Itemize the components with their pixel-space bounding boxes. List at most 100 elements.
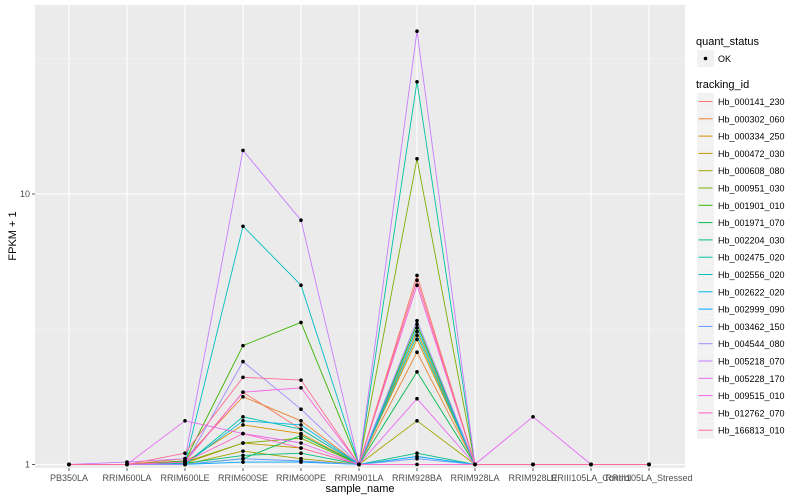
- data-point-Hb_004544_080-4: [299, 407, 303, 412]
- data-point-Hb_002475_020-6: [415, 79, 419, 84]
- x-tick-label-9: RRIII105LA_Control: [551, 473, 632, 483]
- data-point-Hb_166813_010-4: [299, 378, 303, 382]
- data-point-Hb_012762_070-6: [415, 462, 419, 467]
- legend-label-Hb_002999_090: Hb_002999_090: [718, 305, 785, 315]
- data-point-Hb_002999_090-3: [241, 460, 245, 464]
- data-point-Hb_005218_070-3: [241, 148, 245, 153]
- data-point-Hb_009515_010-4: [299, 386, 303, 390]
- data-point-Hb_166813_010-8: [531, 462, 535, 467]
- data-point-Hb_005228_170-6: [415, 396, 419, 401]
- data-point-Hb_000951_030-4: [299, 436, 303, 441]
- x-tick-label-7: RRIM928LA: [450, 473, 499, 483]
- data-point-Hb_003462_150-3: [241, 456, 245, 461]
- data-point-Hb_003462_150-4: [299, 459, 303, 463]
- legend-label-Hb_000472_030: Hb_000472_030: [718, 149, 785, 159]
- data-point-Hb_002556_020-4: [299, 283, 303, 288]
- data-point-Hb_012762_070-3: [241, 431, 245, 436]
- data-point-Hb_002204_030-3: [241, 453, 245, 458]
- data-point-Hb_002622_020-6: [415, 326, 419, 330]
- data-point-Hb_005228_170-8: [531, 415, 535, 419]
- legend-point-ok: [703, 56, 708, 61]
- x-tick-label-2: RRIM600LE: [160, 473, 209, 483]
- x-axis-ticks: PB350LA RRIM600LA RRIM600LE RRIM600SE RRIM60…: [50, 468, 693, 483]
- data-point-Hb_004544_080-6: [415, 318, 419, 323]
- legend-label-Hb_003462_150: Hb_003462_150: [718, 322, 785, 332]
- data-point-Hb_003462_150-6: [415, 456, 419, 461]
- legend-label-Hb_005218_070: Hb_005218_070: [718, 357, 785, 367]
- legend-label-Hb_012762_070: Hb_012762_070: [718, 408, 785, 418]
- x-tick-label-4: RRIM600PE: [276, 473, 326, 483]
- data-point-Hb_166813_010-1: [125, 462, 129, 467]
- data-point-Hb_002556_020-6: [415, 333, 419, 338]
- data-point-Hb_000334_250-3: [241, 423, 245, 427]
- data-point-Hb_001971_070-6: [415, 370, 419, 374]
- data-point-Hb_002204_030-4: [299, 451, 303, 456]
- x-tick-label-1: RRIM600LA: [102, 473, 151, 483]
- x-tick-label-5: RRIM901LA: [334, 473, 383, 483]
- data-point-Hb_009515_010-3: [241, 390, 245, 394]
- data-point-Hb_002475_020-3: [241, 415, 245, 419]
- data-point-Hb_000302_060-4: [299, 418, 303, 423]
- legend-label-Hb_000141_230: Hb_000141_230: [718, 97, 785, 107]
- y-tick-label-0: 1: [25, 459, 30, 469]
- legend-label-Hb_166813_010: Hb_166813_010: [718, 426, 785, 436]
- legend-label-Hb_009515_010: Hb_009515_010: [718, 391, 785, 401]
- data-point-Hb_166813_010-10: [647, 462, 651, 467]
- legend-label-Hb_001901_010: Hb_001901_010: [718, 201, 785, 211]
- data-point-Hb_166813_010-7: [473, 462, 477, 467]
- legend-label-Hb_000951_030: Hb_000951_030: [718, 184, 785, 194]
- data-point-Hb_166813_010-3: [241, 375, 245, 380]
- data-point-Hb_002556_020-3: [241, 224, 245, 229]
- legend-title-tracking-id: tracking_id: [696, 79, 749, 91]
- data-point-Hb_001971_070-4: [299, 433, 303, 438]
- data-point-Hb_002475_020-4: [299, 427, 303, 431]
- data-point-Hb_002622_020-3: [241, 418, 245, 423]
- data-point-Hb_000334_250-6: [415, 337, 419, 342]
- data-point-Hb_001901_010-6: [415, 322, 419, 327]
- legend-label-Hb_004544_080: Hb_004544_080: [718, 339, 785, 349]
- data-point-Hb_000472_030-6: [415, 329, 419, 334]
- data-point-Hb_004544_080-3: [241, 359, 245, 364]
- legend-items-tracking-id: Hb_000141_230 Hb_000302_060 Hb_000334_250 H…: [697, 93, 785, 439]
- data-point-Hb_005228_170-2: [183, 418, 187, 423]
- x-axis-title: sample_name: [325, 483, 394, 495]
- data-point-Hb_000141_230-6: [415, 273, 419, 278]
- data-point-Hb_000951_030-6: [415, 156, 419, 161]
- x-tick-label-3: RRIM600SE: [218, 473, 268, 483]
- x-tick-label-10: RRIII105LA_Stressed: [605, 473, 692, 483]
- data-point-Hb_166813_010-6: [415, 278, 419, 283]
- data-point-Hb_000302_060-6: [415, 350, 419, 355]
- data-point-Hb_166813_010-9: [589, 462, 593, 467]
- data-point-Hb_166813_010-0: [67, 462, 71, 467]
- data-point-Hb_000608_080-3: [241, 449, 245, 453]
- data-point-Hb_002204_030-6: [415, 451, 419, 456]
- data-point-Hb_001901_010-4: [299, 320, 303, 325]
- data-point-Hb_012762_070-4: [299, 446, 303, 450]
- legend-label-Hb_002204_030: Hb_002204_030: [718, 235, 785, 245]
- data-point-Hb_009515_010-6: [415, 283, 419, 288]
- data-point-Hb_002622_020-4: [299, 423, 303, 427]
- data-point-Hb_005218_070-2: [183, 456, 187, 461]
- data-point-Hb_166813_010-5: [357, 462, 361, 467]
- data-point-Hb_000951_030-3: [241, 441, 245, 445]
- legend-label-Hb_005228_170: Hb_005228_170: [718, 374, 785, 384]
- legend-label-Hb_000334_250: Hb_000334_250: [718, 132, 785, 142]
- legend-label-Hb_000302_060: Hb_000302_060: [718, 114, 785, 124]
- data-point-Hb_005228_170-4: [299, 441, 303, 445]
- data-point-Hb_000302_060-3: [241, 394, 245, 399]
- data-point-Hb_166813_010-2: [183, 451, 187, 456]
- minor-gridlines: [35, 58, 685, 330]
- legend-label-Hb_002622_020: Hb_002622_020: [718, 287, 785, 297]
- data-point-Hb_001901_010-3: [241, 343, 245, 348]
- data-point-Hb_005218_070-4: [299, 218, 303, 223]
- legend: quant_status OK tracking_id Hb_000141_23…: [696, 36, 785, 439]
- x-tick-label-6: RRIM928BA: [392, 473, 442, 483]
- data-points: [67, 29, 651, 467]
- data-point-Hb_000608_080-6: [415, 418, 419, 423]
- plot-panel: [35, 5, 685, 468]
- legend-label-Hb_000608_080: Hb_000608_080: [718, 166, 785, 176]
- legend-label-ok: OK: [718, 54, 731, 64]
- legend-title-quant-status: quant_status: [696, 36, 759, 48]
- legend-label-Hb_002556_020: Hb_002556_020: [718, 270, 785, 280]
